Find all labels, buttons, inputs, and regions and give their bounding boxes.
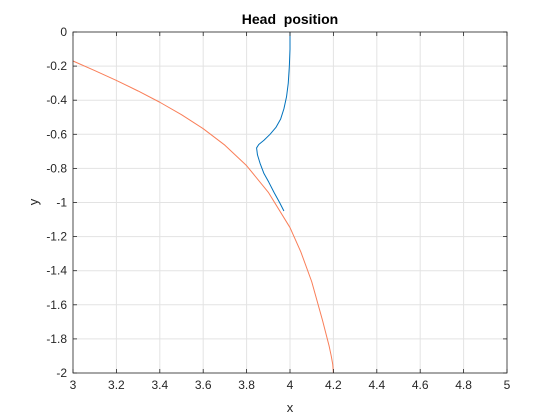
x-tick-label: 3.8 (238, 378, 255, 392)
series-line-2 (72, 60, 334, 374)
y-tick-label: -0.2 (46, 59, 67, 73)
y-tick-label: -1 (56, 196, 67, 210)
x-tick-label: 4.6 (412, 378, 429, 392)
y-tick-label: -0.6 (46, 127, 67, 141)
x-tick-label: 3.2 (108, 378, 125, 392)
y-tick-label: -1.6 (46, 298, 67, 312)
y-tick-label: -1.4 (46, 264, 67, 278)
y-tick-label: -1.8 (46, 332, 67, 346)
x-tick-label: 4 (287, 378, 294, 392)
x-axis-label: x (287, 400, 294, 415)
ticks: 3 3.2 3.4 3.6 3.8 4 4.2 4.4 4.6 4.8 5 0 -0.2 -0.4 -0.6… (46, 25, 510, 392)
chart-title: Head position (242, 11, 338, 27)
x-tick-label: 4.8 (455, 378, 472, 392)
series-layer (72, 32, 334, 374)
x-tick-label: 3.6 (195, 378, 212, 392)
x-tick-label: 5 (504, 378, 511, 392)
y-tick-label: -1.2 (46, 230, 67, 244)
x-tick-label: 3.4 (151, 378, 168, 392)
series-line-1 (256, 32, 291, 212)
x-tick-label: 4.4 (368, 378, 385, 392)
x-tick-label: 3 (70, 378, 77, 392)
y-axis-label: y (26, 198, 41, 205)
y-tick-label: -2 (56, 366, 67, 380)
x-tick-label: 4.2 (325, 378, 342, 392)
y-tick-label: -0.4 (46, 93, 67, 107)
y-tick-label: -0.8 (46, 161, 67, 175)
y-tick-label: 0 (60, 25, 67, 39)
